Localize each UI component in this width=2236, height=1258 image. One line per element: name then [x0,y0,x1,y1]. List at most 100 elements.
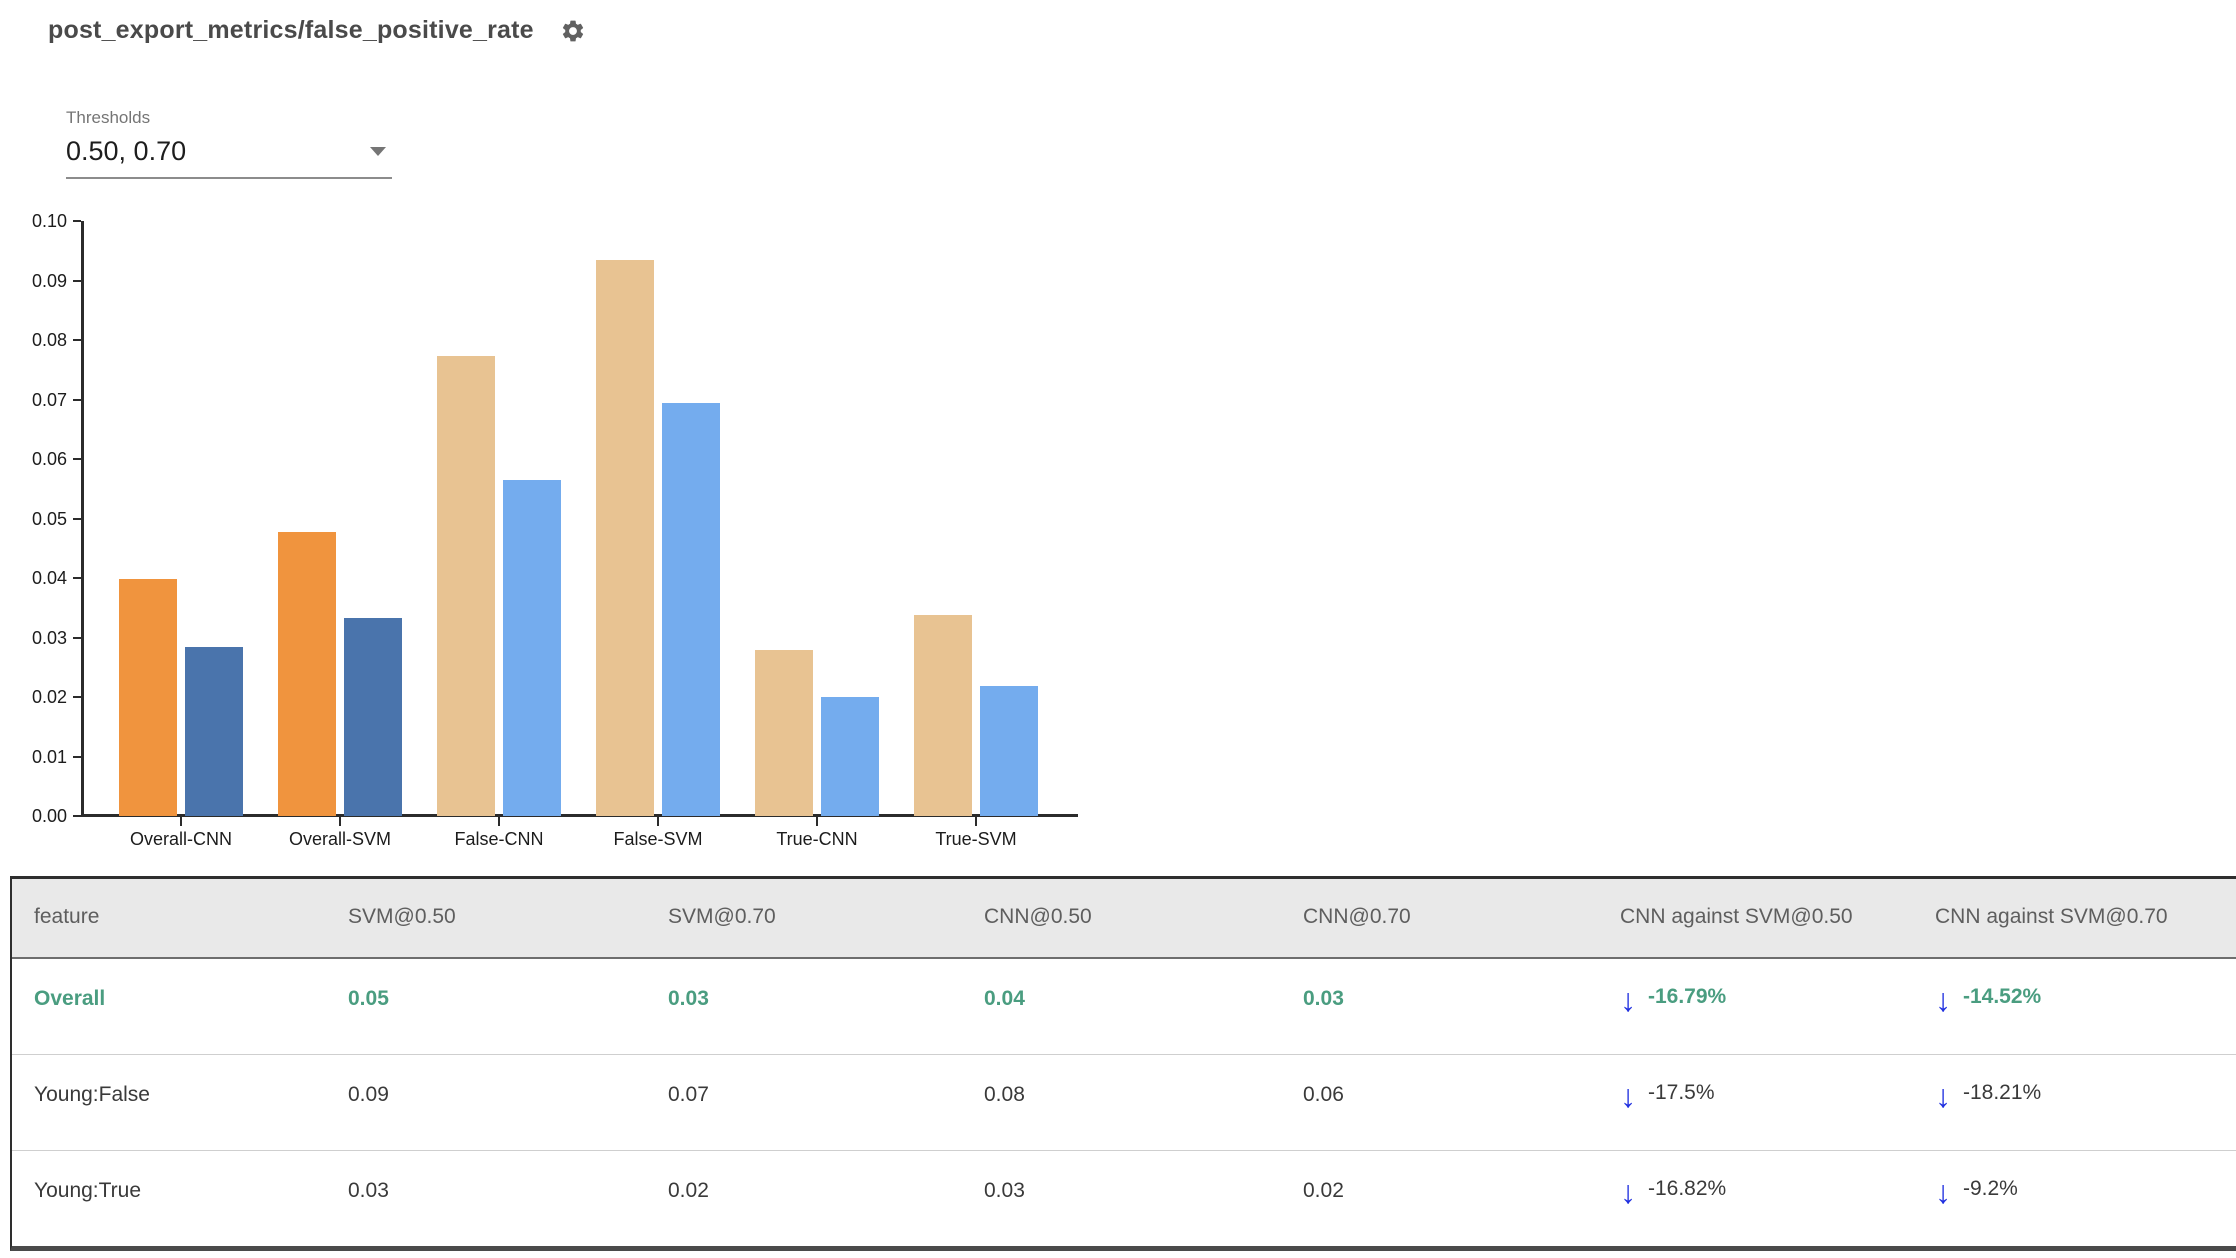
bar-Overall-CNN-threshold-0.50 [119,579,177,816]
column-header-feature: feature [34,905,100,928]
y-tick-label: 0.04 [31,568,67,588]
gear-icon[interactable] [560,18,586,44]
thresholds-select[interactable]: Thresholds 0.50, 0.70 [66,108,392,179]
x-tick [816,817,818,826]
delta-cell: ↓ -16.79% [1620,981,1727,1018]
value-cell: 0.05 [348,987,389,1010]
x-tick-label: True-CNN [776,829,858,849]
bar-True-SVM-threshold-0.70 [980,685,1038,816]
y-tick [73,220,81,222]
y-tick-label: 0.07 [31,389,67,410]
bar-False-SVM-threshold-0.50 [596,260,654,816]
y-tick-label: 0.02 [31,687,67,707]
value-cell: 0.02 [668,1179,709,1202]
y-tick-label: 0.03 [31,627,67,648]
value-cell: 0.03 [348,1179,389,1202]
title-row: post_export_metrics/false_positive_rate [48,16,586,45]
value-cell: 0.08 [984,1083,1025,1106]
y-tick [73,279,81,282]
x-tick-label: Overall-CNN [129,829,232,849]
value-cell: 0.06 [1303,1083,1344,1106]
y-tick [73,339,81,341]
bar-Overall-CNN-threshold-0.70 [185,647,243,816]
value-cell: 0.04 [984,987,1025,1010]
y-tick-label: 0.06 [31,449,67,469]
bar-False-SVM-threshold-0.70 [662,403,720,816]
x-tick [498,817,500,826]
bar-Overall-SVM-threshold-0.50 [278,531,336,816]
value-cell: 0.07 [668,1083,709,1106]
bar-True-CNN-threshold-0.70 [821,697,879,816]
y-tick-label: 0.09 [31,270,67,291]
x-tick [975,817,977,826]
down-arrow-icon: ↓ [1620,982,1636,1018]
y-tick [73,577,81,579]
bar-Overall-SVM-threshold-0.70 [344,617,402,816]
bar-False-CNN-threshold-0.50 [437,356,495,816]
bar-True-SVM-threshold-0.50 [914,614,972,816]
x-tick-label: Overall-SVM [288,829,391,849]
y-tick [73,755,81,758]
page-title: post_export_metrics/false_positive_rate [48,16,534,44]
y-tick [73,458,81,460]
y-tick [73,815,81,817]
y-tick [73,398,81,401]
column-header-svm-0-70: SVM@0.70 [668,905,776,928]
column-header-svm-0-50: SVM@0.50 [348,905,456,928]
y-tick-label: 0.05 [31,508,67,529]
delta-cell: ↓ -17.5% [1620,1077,1715,1114]
table-row: Overall 0.05 0.03 0.04 0.03 ↓ -16.79% ↓ -14.52% [12,959,2236,1054]
table-header-row: feature SVM@0.50 SVM@0.70 CNN@0.50 CNN@0.70 C… [12,879,2236,959]
value-cell: 0.02 [1303,1179,1344,1202]
x-tick [657,817,659,826]
down-arrow-icon: ↓ [1935,982,1951,1018]
column-header-cnn-against-svm-0-50: CNN against SVM@0.50 [1620,905,1853,928]
feature-cell: Young:True [34,1179,142,1202]
x-tick [180,817,182,826]
metrics-table: feature SVM@0.50 SVM@0.70 CNN@0.50 CNN@0.70 C… [10,876,2236,1251]
x-tick-label: True-SVM [935,829,1017,849]
x-tick [339,817,341,826]
bar-chart: 0.00 0.01 0.02 0.03 0.04 0.05 0.06 0.07 0.08 0.09… [31,211,1078,849]
delta-value: -16.82% [1648,1177,1727,1200]
y-tick [73,636,81,639]
table-row: Young:True 0.03 0.02 0.03 0.02 ↓ -16.82% ↓ -9.2% [12,1150,2236,1246]
feature-cell: Overall [34,987,106,1010]
y-tick [73,696,81,698]
value-cell: 0.09 [348,1083,389,1106]
delta-value: -17.5% [1648,1081,1715,1104]
delta-cell: ↓ -18.21% [1935,1077,2042,1114]
value-cell: 0.03 [984,1179,1025,1202]
delta-value: -16.79% [1648,985,1727,1008]
y-tick-label: 0.10 [31,211,67,231]
bar-True-CNN-threshold-0.50 [755,649,813,816]
y-tick-label: 0.01 [31,746,67,767]
down-arrow-icon: ↓ [1620,1078,1636,1114]
thresholds-value: 0.50, 0.70 [66,136,187,166]
delta-cell: ↓ -16.82% [1620,1173,1727,1210]
y-tick-label: 0.08 [31,330,67,350]
x-tick-label: False-SVM [613,829,703,849]
delta-value: -14.52% [1963,985,2042,1008]
delta-value: -18.21% [1963,1081,2042,1104]
y-axis-line [81,221,84,817]
feature-cell: Young:False [34,1083,150,1106]
table-row: Young:False 0.09 0.07 0.08 0.06 ↓ -17.5% ↓ -18.2… [12,1054,2236,1150]
column-header-cnn-0-50: CNN@0.50 [984,905,1092,928]
dropdown-arrow-icon [370,147,386,156]
delta-cell: ↓ -14.52% [1935,981,2042,1018]
column-header-cnn-against-svm-0-70: CNN against SVM@0.70 [1935,905,2168,928]
y-tick [73,517,81,520]
value-cell: 0.03 [668,987,709,1010]
column-header-cnn-0-70: CNN@0.70 [1303,905,1411,928]
down-arrow-icon: ↓ [1935,1078,1951,1114]
x-axis-line [81,814,1078,817]
thresholds-label: Thresholds [66,108,151,127]
bar-False-CNN-threshold-0.70 [503,480,561,816]
value-cell: 0.03 [1303,987,1344,1010]
delta-cell: ↓ -9.2% [1935,1173,2018,1210]
down-arrow-icon: ↓ [1935,1174,1951,1210]
down-arrow-icon: ↓ [1620,1174,1636,1210]
delta-value: -9.2% [1963,1177,2018,1200]
